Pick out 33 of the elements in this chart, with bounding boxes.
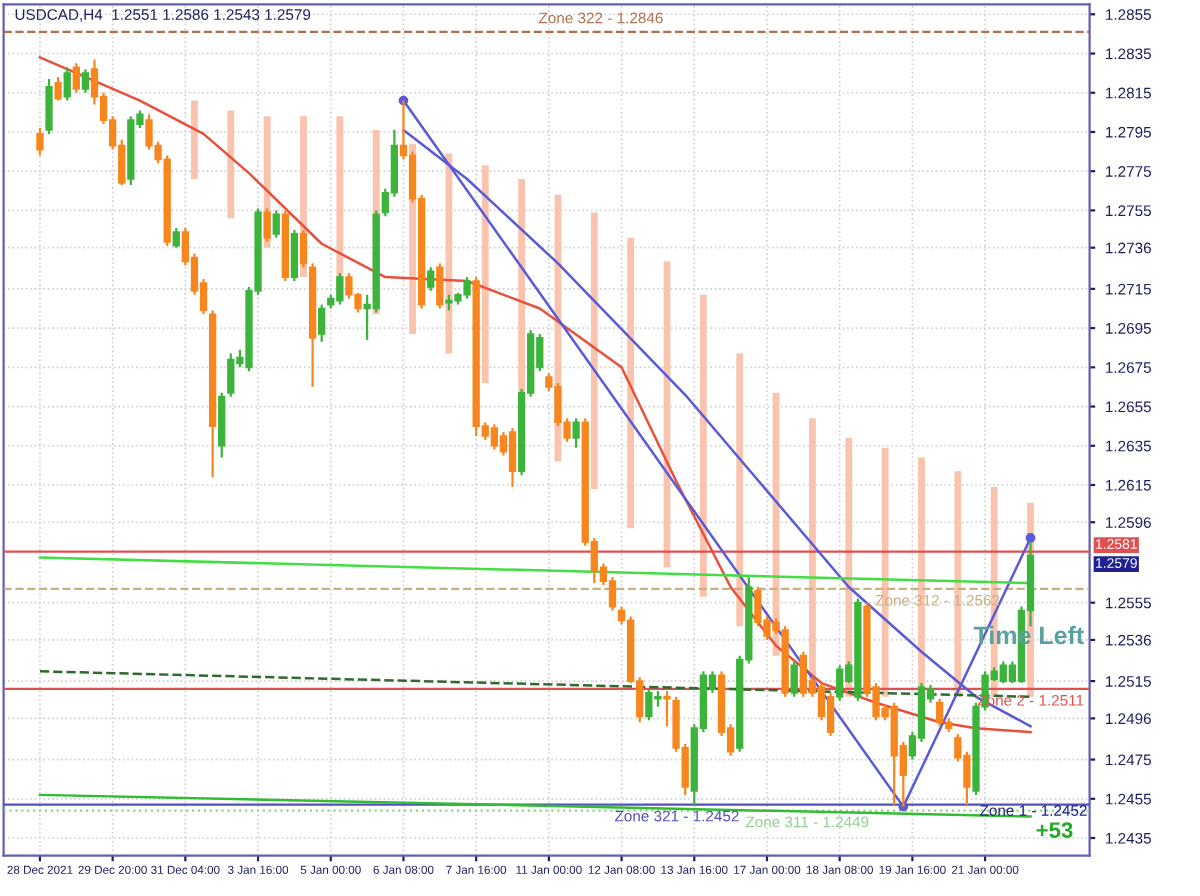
candlestick (45, 77, 53, 136)
bar (627, 237, 635, 529)
candlestick (508, 427, 517, 489)
candlestick (290, 228, 299, 283)
candlestick (299, 228, 308, 269)
candlestick (427, 266, 435, 292)
candlestick (263, 207, 271, 243)
candlestick (54, 75, 62, 102)
bar (590, 212, 598, 489)
bar (736, 353, 744, 627)
candlestick (572, 417, 580, 449)
bar (809, 418, 816, 684)
candlestick (826, 691, 835, 738)
candlestick (81, 68, 90, 94)
candlestick (436, 262, 444, 310)
point (1025, 533, 1036, 543)
bar (191, 100, 198, 180)
candlestick (172, 226, 180, 249)
candlestick (272, 209, 280, 239)
candlestick (72, 62, 80, 94)
candlestick (836, 664, 844, 702)
candlestick (36, 126, 44, 157)
bar (699, 294, 707, 597)
candlestick (935, 697, 944, 728)
candlestick (790, 660, 798, 698)
text: +53 (1036, 822, 1073, 838)
candlestick (63, 66, 71, 102)
candlestick (663, 689, 671, 728)
bar (445, 153, 453, 354)
bar (481, 165, 489, 384)
line-series (38, 56, 1032, 734)
bar (227, 110, 235, 219)
candlestick (318, 303, 326, 343)
